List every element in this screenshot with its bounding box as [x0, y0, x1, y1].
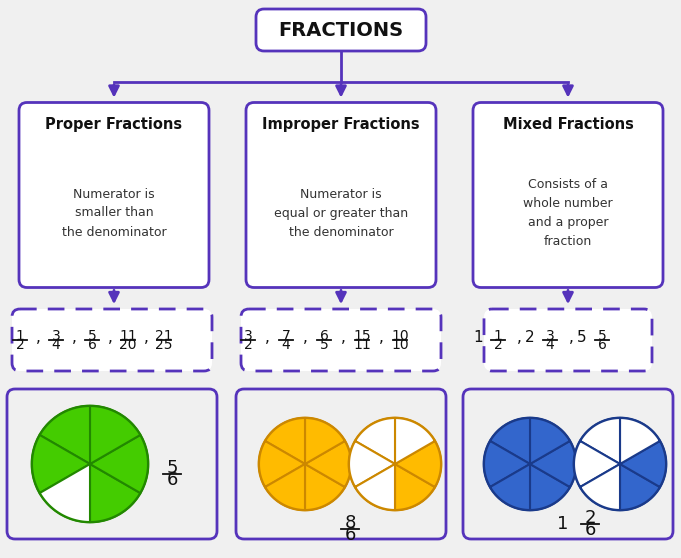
Polygon shape: [395, 464, 435, 510]
Polygon shape: [305, 464, 345, 510]
Polygon shape: [620, 418, 660, 464]
Text: Proper Fractions: Proper Fractions: [46, 117, 183, 132]
FancyBboxPatch shape: [473, 103, 663, 287]
Text: 21: 21: [155, 329, 173, 343]
Polygon shape: [259, 441, 305, 487]
Polygon shape: [39, 406, 90, 464]
Circle shape: [259, 418, 351, 510]
Text: ,: ,: [340, 330, 345, 345]
Text: 8: 8: [345, 514, 355, 532]
Text: 11: 11: [119, 329, 137, 343]
Text: 2: 2: [584, 509, 596, 527]
Polygon shape: [395, 441, 441, 487]
Text: 3: 3: [244, 329, 253, 343]
FancyBboxPatch shape: [256, 9, 426, 51]
Text: ,: ,: [379, 330, 383, 345]
Text: Improper Fractions: Improper Fractions: [262, 117, 419, 132]
Polygon shape: [305, 441, 351, 487]
Circle shape: [574, 418, 666, 510]
FancyBboxPatch shape: [236, 389, 446, 539]
Polygon shape: [395, 418, 435, 464]
Text: 5: 5: [88, 329, 97, 343]
Circle shape: [484, 418, 576, 510]
Polygon shape: [32, 435, 90, 493]
Text: Numerator is
smaller than
the denominator: Numerator is smaller than the denominato…: [62, 187, 166, 238]
Text: Numerator is
equal or greater than
the denominator: Numerator is equal or greater than the d…: [274, 187, 408, 238]
Text: 5: 5: [598, 329, 606, 343]
Text: 10: 10: [391, 338, 409, 352]
Polygon shape: [349, 441, 395, 487]
Text: ,: ,: [569, 330, 573, 345]
Polygon shape: [620, 441, 666, 487]
FancyBboxPatch shape: [246, 103, 436, 287]
Text: 5: 5: [319, 338, 328, 352]
Text: 3: 3: [545, 329, 554, 343]
Text: 10: 10: [391, 329, 409, 343]
Text: ,: ,: [144, 330, 148, 345]
Text: ,: ,: [108, 330, 112, 345]
Polygon shape: [530, 464, 570, 510]
Polygon shape: [490, 464, 530, 510]
Circle shape: [32, 406, 148, 522]
Polygon shape: [490, 418, 530, 464]
Text: FRACTIONS: FRACTIONS: [279, 21, 404, 40]
Text: 3: 3: [52, 329, 61, 343]
Text: 15: 15: [353, 329, 371, 343]
Text: Mixed Fractions: Mixed Fractions: [503, 117, 633, 132]
Text: 4: 4: [52, 338, 61, 352]
Circle shape: [349, 418, 441, 510]
Text: 11: 11: [353, 338, 371, 352]
Polygon shape: [484, 441, 530, 487]
Polygon shape: [265, 464, 305, 510]
Polygon shape: [574, 441, 620, 487]
Text: 6: 6: [319, 329, 328, 343]
Text: 6: 6: [88, 338, 97, 352]
Polygon shape: [355, 464, 395, 510]
FancyBboxPatch shape: [484, 309, 652, 371]
Text: 20: 20: [119, 338, 137, 352]
Text: 2: 2: [16, 338, 25, 352]
FancyBboxPatch shape: [12, 309, 212, 371]
Polygon shape: [355, 418, 395, 464]
Polygon shape: [620, 464, 660, 510]
Text: 1: 1: [494, 329, 503, 343]
Text: 6: 6: [345, 526, 355, 545]
Polygon shape: [90, 406, 140, 464]
Text: ,: ,: [35, 330, 40, 345]
Text: 2: 2: [525, 330, 535, 345]
Polygon shape: [265, 418, 305, 464]
Polygon shape: [580, 418, 620, 464]
Text: 1: 1: [473, 330, 483, 345]
Text: 5: 5: [166, 459, 178, 477]
Polygon shape: [90, 435, 148, 493]
Text: 4: 4: [545, 338, 554, 352]
Text: 7: 7: [282, 329, 290, 343]
Text: 6: 6: [166, 472, 178, 489]
Text: ,: ,: [516, 330, 521, 345]
Text: ,: ,: [72, 330, 76, 345]
Text: ,: ,: [264, 330, 270, 345]
Polygon shape: [305, 418, 345, 464]
Text: 1: 1: [16, 329, 25, 343]
FancyBboxPatch shape: [241, 309, 441, 371]
Text: 5: 5: [577, 330, 587, 345]
Text: 6: 6: [597, 338, 607, 352]
Text: 1: 1: [557, 515, 569, 533]
Text: 6: 6: [584, 521, 596, 540]
Text: ,: ,: [302, 330, 307, 345]
Text: 2: 2: [244, 338, 253, 352]
Polygon shape: [530, 441, 576, 487]
Polygon shape: [580, 464, 620, 510]
FancyBboxPatch shape: [463, 389, 673, 539]
Text: 4: 4: [282, 338, 290, 352]
Polygon shape: [39, 464, 90, 522]
Text: 25: 25: [155, 338, 173, 352]
Polygon shape: [90, 464, 140, 522]
FancyBboxPatch shape: [7, 389, 217, 539]
Text: Consists of a
whole number
and a proper
fraction: Consists of a whole number and a proper …: [523, 178, 613, 248]
Polygon shape: [530, 418, 570, 464]
Text: 2: 2: [494, 338, 503, 352]
FancyBboxPatch shape: [19, 103, 209, 287]
